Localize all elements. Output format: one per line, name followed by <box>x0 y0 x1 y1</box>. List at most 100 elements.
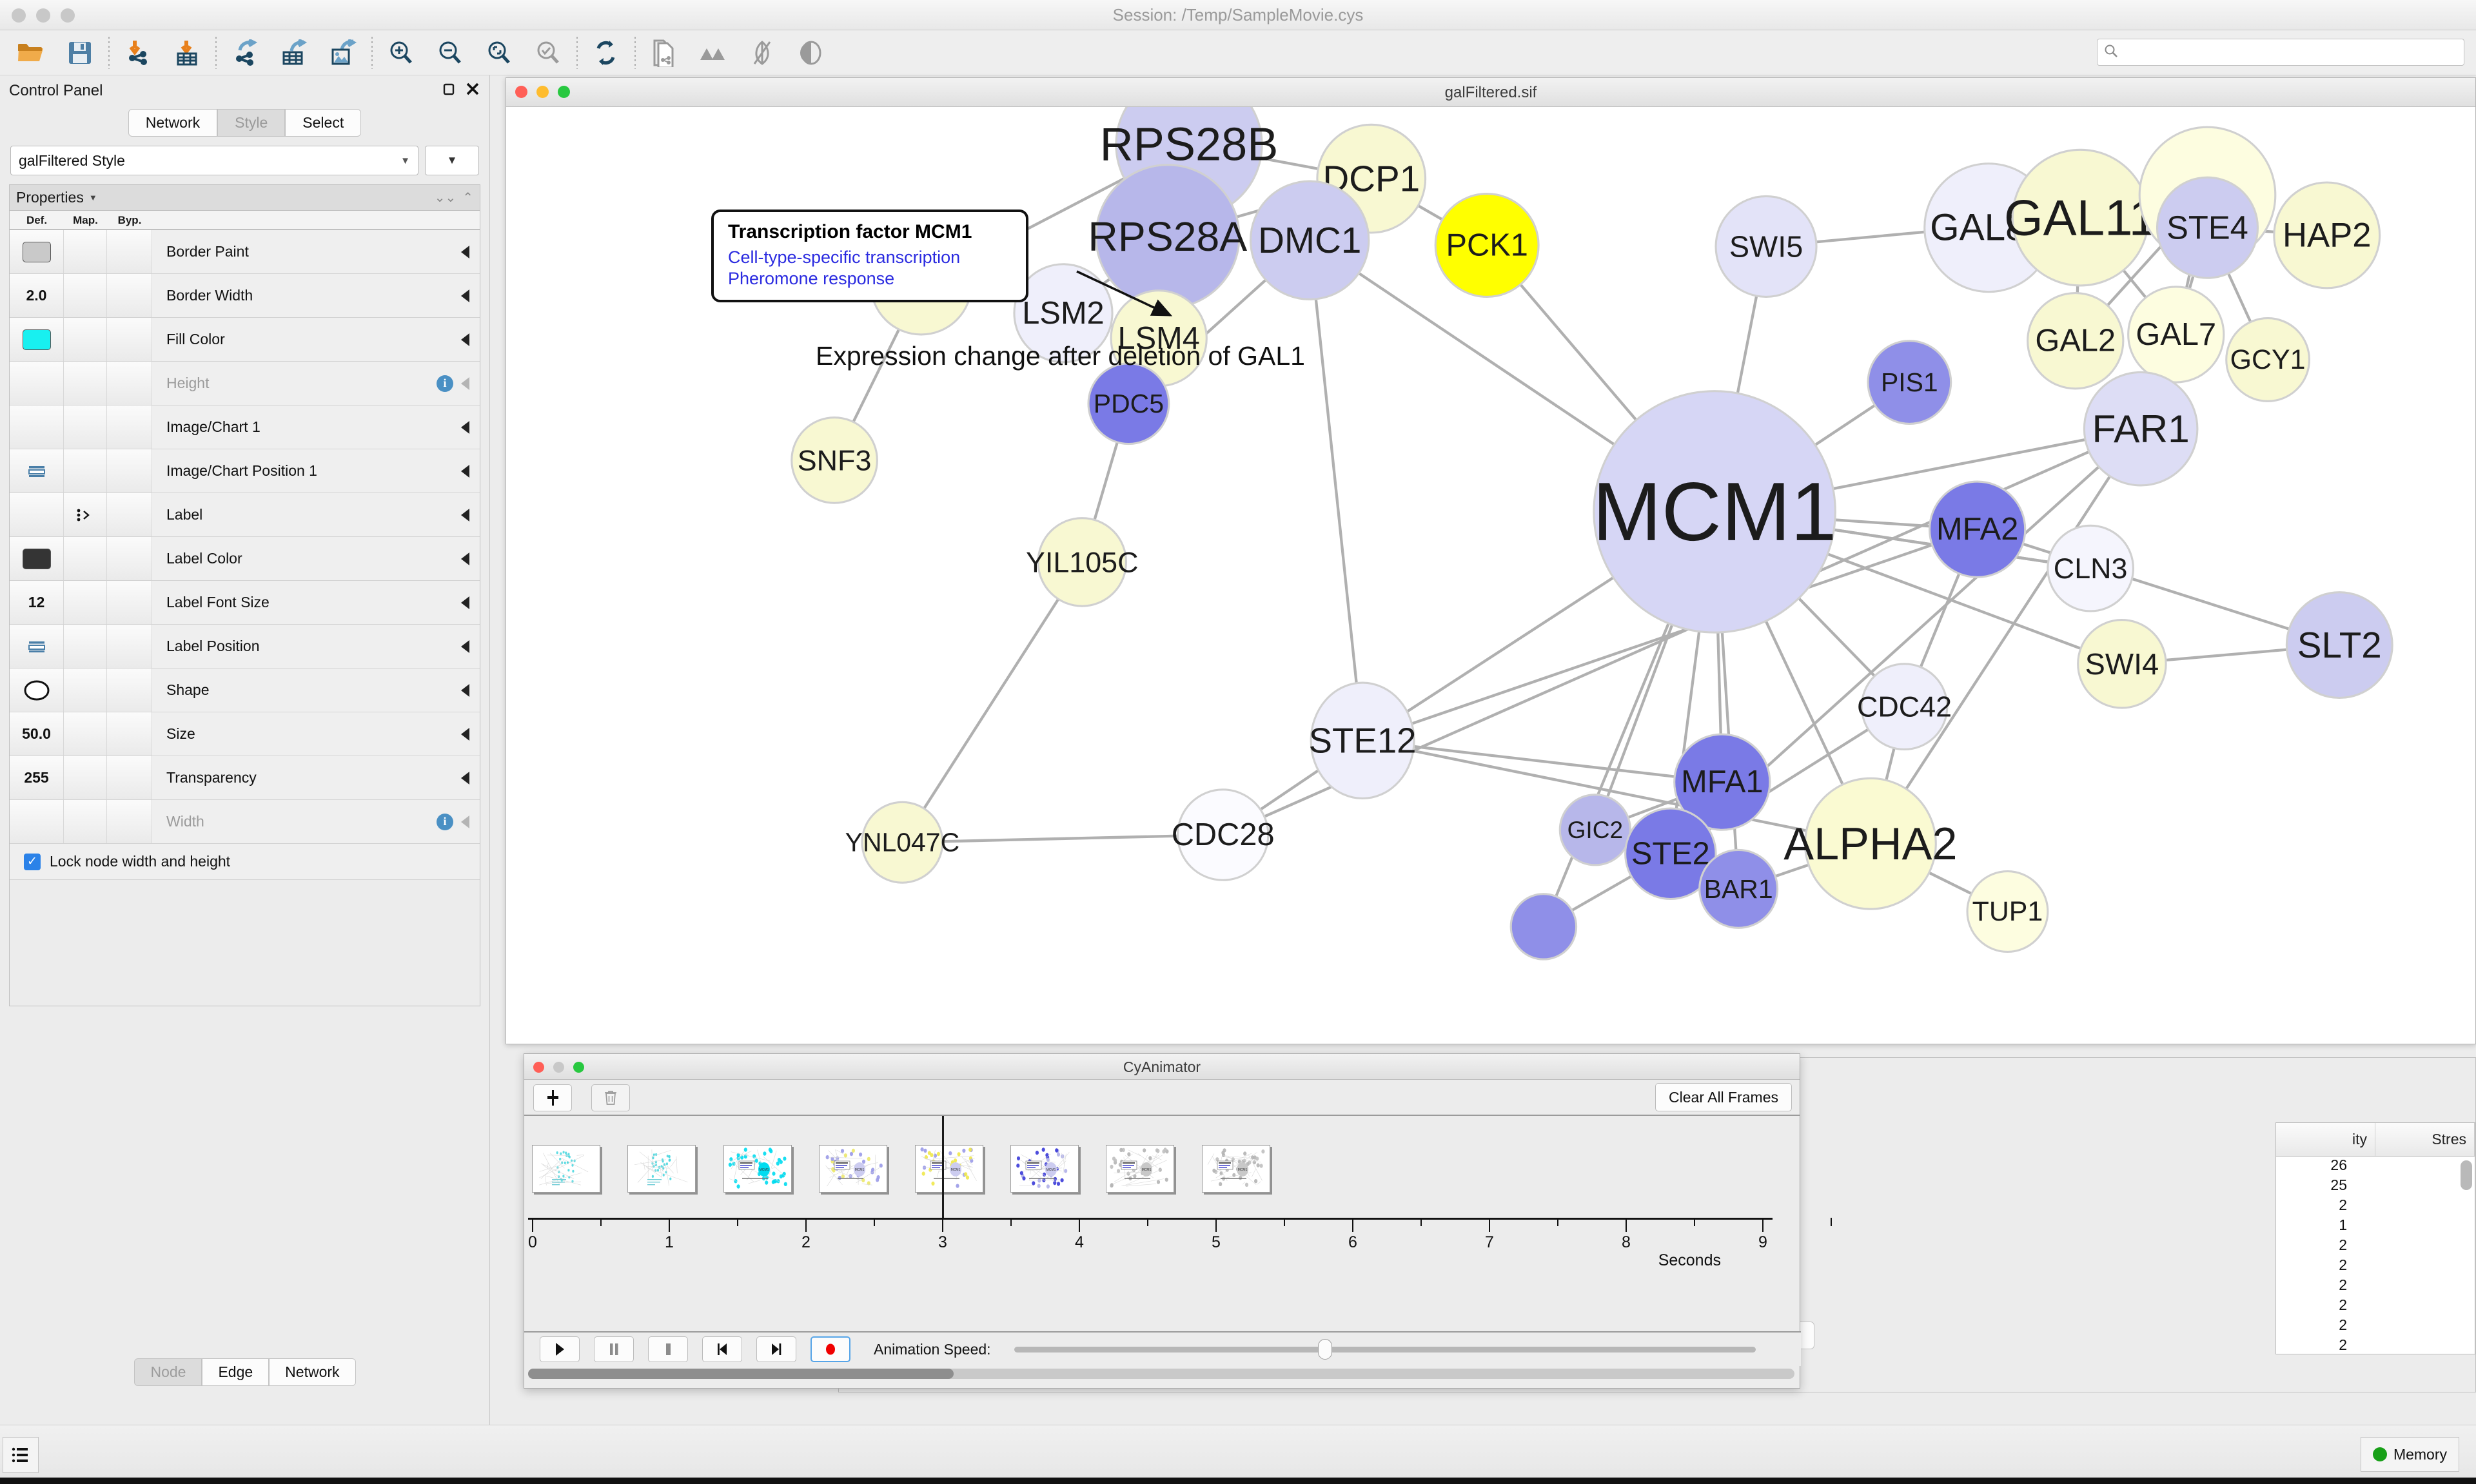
property-byp-cell[interactable] <box>107 449 152 493</box>
table-row[interactable]: 2 <box>2276 1236 2475 1256</box>
property-row-label-position[interactable]: Label Position <box>10 625 480 669</box>
frame-thumbnail-7[interactable]: MCM1 <box>1201 1145 1270 1193</box>
table-row[interactable]: 2 <box>2276 1336 2475 1354</box>
color-swatch[interactable] <box>22 548 51 569</box>
graph-node-snf3[interactable]: SNF3 <box>791 416 878 504</box>
cyanimator-maximize-button[interactable] <box>573 1062 584 1073</box>
network-maximize-button[interactable] <box>558 86 570 98</box>
zoom-in-icon[interactable] <box>377 32 426 74</box>
property-def-cell[interactable]: 50.0 <box>10 712 64 756</box>
property-map-cell[interactable] <box>64 712 107 756</box>
play-button[interactable] <box>540 1336 580 1362</box>
expand-arrow-icon[interactable] <box>461 289 469 302</box>
graph-edge[interactable] <box>1869 428 2142 845</box>
frame-thumbnail-0[interactable] <box>532 1145 600 1193</box>
expand-arrow-icon[interactable] <box>461 508 469 522</box>
property-map-cell[interactable] <box>64 669 107 712</box>
property-byp-cell[interactable] <box>107 493 152 536</box>
property-row-fill-color[interactable]: Fill Color <box>10 318 480 362</box>
property-byp-cell[interactable] <box>107 362 152 405</box>
property-byp-cell[interactable] <box>107 800 152 843</box>
fit-selected-icon[interactable] <box>475 32 524 74</box>
search-input[interactable] <box>2123 44 2457 61</box>
graph-node-slt2[interactable]: SLT2 <box>2285 591 2393 699</box>
timeline-playhead[interactable] <box>942 1116 944 1219</box>
property-byp-cell[interactable] <box>107 625 152 668</box>
property-map-cell[interactable] <box>64 581 107 624</box>
position-icon[interactable] <box>27 639 46 654</box>
property-map-cell[interactable] <box>64 800 107 843</box>
property-row-label-color[interactable]: Label Color <box>10 537 480 581</box>
property-def-cell[interactable] <box>10 625 64 668</box>
info-icon[interactable]: i <box>437 813 453 830</box>
table-row[interactable]: 2 <box>2276 1256 2475 1276</box>
stop-button[interactable] <box>648 1336 688 1362</box>
expand-arrow-icon[interactable] <box>461 552 469 565</box>
graph-node-ynl047c[interactable]: YNL047C <box>845 801 960 884</box>
property-row-size[interactable]: 50.0 Size <box>10 712 480 756</box>
property-byp-cell[interactable] <box>107 537 152 580</box>
property-map-cell[interactable] <box>64 274 107 317</box>
import-network-icon[interactable] <box>113 32 162 74</box>
minimize-window-button[interactable] <box>36 8 50 23</box>
property-def-cell[interactable] <box>10 800 64 843</box>
property-def-cell[interactable]: 255 <box>10 756 64 799</box>
expand-arrow-icon[interactable] <box>461 245 469 259</box>
property-map-cell[interactable] <box>64 493 107 536</box>
expand-all-icon[interactable]: ⌄⌄ <box>434 191 457 205</box>
graph-node-pis1[interactable]: PIS1 <box>1867 340 1952 425</box>
property-byp-cell[interactable] <box>107 405 152 449</box>
export-network-icon[interactable] <box>221 32 270 74</box>
graph-node-gcy1[interactable]: GCY1 <box>2225 317 2311 402</box>
property-row-label-font-size[interactable]: 12 Label Font Size <box>10 581 480 625</box>
property-def-cell[interactable] <box>10 493 64 536</box>
open-folder-icon[interactable] <box>6 32 55 74</box>
expand-arrow-icon[interactable] <box>461 683 469 697</box>
expand-arrow-icon[interactable] <box>461 464 469 478</box>
property-byp-cell[interactable] <box>107 318 152 361</box>
expand-arrow-icon[interactable] <box>461 420 469 434</box>
graph-node-alpha2[interactable]: ALPHA2 <box>1783 777 1958 910</box>
trash-icon[interactable] <box>591 1084 630 1111</box>
bottom-tab-node[interactable]: Node <box>134 1358 202 1386</box>
graph-node-tup1[interactable]: TUP1 <box>1966 870 2049 953</box>
position-icon[interactable] <box>27 464 46 479</box>
record-button[interactable] <box>811 1336 850 1362</box>
property-map-cell[interactable] <box>64 362 107 405</box>
graph-node-alpha1[interactable] <box>1509 893 1578 961</box>
export-table-icon[interactable] <box>270 32 319 74</box>
property-def-cell[interactable]: 2.0 <box>10 274 64 317</box>
graph-edge[interactable] <box>1308 240 1364 741</box>
property-row-border-paint[interactable]: Border Paint <box>10 230 480 274</box>
graph-node-swi4[interactable]: SWI4 <box>2077 619 2167 709</box>
memory-status-button[interactable]: Memory <box>2360 1437 2459 1472</box>
graph-node-pck1[interactable]: PCK1 <box>1434 192 1540 298</box>
collapse-all-icon[interactable]: ⌃ <box>462 191 473 205</box>
task-list-icon[interactable] <box>3 1437 39 1473</box>
previous-frame-button[interactable] <box>702 1336 742 1362</box>
frame-thumbnail-4[interactable]: MCM1 <box>914 1145 983 1193</box>
property-row-image-chart-position-1[interactable]: Image/Chart Position 1 <box>10 449 480 493</box>
expand-arrow-icon[interactable] <box>461 376 469 390</box>
property-byp-cell[interactable] <box>107 581 152 624</box>
show-icon[interactable] <box>787 32 836 74</box>
property-map-cell[interactable] <box>64 405 107 449</box>
property-byp-cell[interactable] <box>107 230 152 273</box>
property-map-cell[interactable] <box>64 537 107 580</box>
maximize-icon[interactable] <box>442 82 456 101</box>
close-icon[interactable] <box>465 81 480 101</box>
network-minimize-button[interactable] <box>536 86 549 98</box>
graph-node-gic2[interactable]: GIC2 <box>1558 794 1632 866</box>
bottom-tab-network[interactable]: Network <box>269 1358 356 1386</box>
property-map-cell[interactable] <box>64 230 107 273</box>
graph-edge[interactable] <box>1362 528 1978 742</box>
property-row-label[interactable]: Label <box>10 493 480 537</box>
graph-node-mcm1[interactable]: MCM1 <box>1593 390 1837 634</box>
lock-node-size-row[interactable]: ✓ Lock node width and height <box>10 844 480 880</box>
table-scrollbar-thumb[interactable] <box>2461 1160 2472 1190</box>
property-def-cell[interactable] <box>10 537 64 580</box>
property-byp-cell[interactable] <box>107 669 152 712</box>
graph-node-gal11[interactable]: GAL11 <box>2004 148 2157 287</box>
property-row-border-width[interactable]: 2.0 Border Width <box>10 274 480 318</box>
graph-node-swi5[interactable]: SWI5 <box>1715 195 1818 298</box>
